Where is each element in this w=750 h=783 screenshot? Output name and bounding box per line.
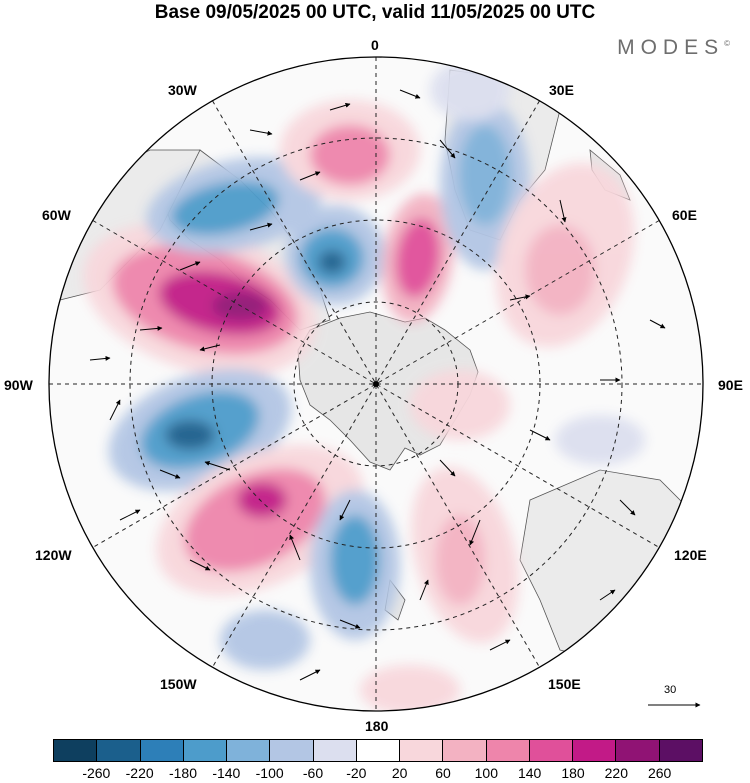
colorbar-tick-label: -260 — [82, 765, 111, 781]
colorbar-swatch — [313, 740, 357, 761]
colorbar-tick-label: -100 — [255, 765, 284, 781]
brand-mark: © — [724, 39, 730, 48]
colorbar-ticks: -260 -220 -180 -140 -100 -60 -20 20 60 100 140 180 2… — [0, 765, 750, 783]
map-border — [48, 56, 704, 712]
wind-vectors — [89, 89, 666, 681]
colorbar-tick-label: 60 — [435, 765, 451, 781]
colorbar-tick-label: 20 — [391, 765, 408, 781]
label-lon-120w: 120W — [35, 547, 72, 563]
colorbar-swatch — [227, 740, 271, 761]
colorbar-tick-label: 100 — [474, 765, 499, 781]
colorbar-tick-label: 220 — [604, 765, 629, 781]
label-lon-60e: 60E — [672, 207, 697, 223]
reference-vector-label: 30 — [664, 684, 677, 696]
label-lon-60w: 60W — [42, 207, 71, 223]
colorbar-swatch — [573, 740, 617, 761]
graticule — [49, 57, 703, 711]
colorbar-swatch — [140, 740, 184, 761]
colorbar-swatch — [486, 740, 530, 761]
colorbar-tick-label: -180 — [168, 765, 198, 781]
colorbar-tick-label: 180 — [561, 765, 585, 781]
label-lon-0: 0 — [371, 37, 379, 53]
brand-text: MODES — [617, 36, 725, 59]
label-lon-150e: 150E — [548, 676, 581, 692]
map-title: Base 09/05/2025 00 UTC, valid 11/05/2025… — [154, 2, 596, 23]
colorbar-tick-label: -220 — [125, 765, 154, 781]
colorbar-swatch — [616, 740, 660, 761]
colorbar — [53, 739, 703, 762]
colorbar-swatch — [356, 740, 401, 761]
label-lon-120e: 120E — [674, 547, 707, 563]
colorbar-tick-label: -140 — [212, 765, 241, 781]
label-lon-150w: 150W — [160, 676, 197, 692]
label-lon-90e: 90E — [718, 377, 743, 393]
colorbar-swatch — [529, 740, 574, 761]
colorbar-swatch — [400, 740, 444, 761]
label-lon-90w: 90W — [4, 377, 33, 393]
label-lon-30w: 30W — [168, 82, 197, 98]
label-lon-30e: 30E — [549, 82, 574, 98]
colorbar-swatch — [659, 740, 702, 761]
colorbar-swatch — [270, 740, 314, 761]
colorbar-tick-label: -60 — [302, 765, 324, 781]
anomaly-field — [83, 60, 645, 711]
colorbar-tick-label: -20 — [346, 765, 367, 781]
map-disk — [49, 57, 703, 711]
colorbar-tick-label: 260 — [647, 765, 672, 781]
colorbar-swatch — [183, 740, 228, 761]
label-lon-180: 180 — [365, 718, 389, 734]
colorbar-tick-label: 140 — [517, 765, 542, 781]
colorbar-swatch — [54, 740, 98, 761]
colorbar-swatch — [443, 740, 487, 761]
pole-marker — [373, 381, 379, 387]
colorbar-swatch — [97, 740, 141, 761]
brand-logo: MODES© — [617, 36, 730, 60]
